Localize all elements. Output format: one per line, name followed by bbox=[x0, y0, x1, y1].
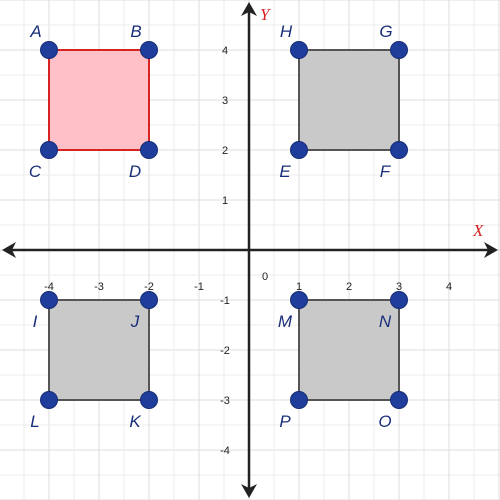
point-label-o: O bbox=[378, 412, 391, 431]
point-label-j: J bbox=[130, 312, 140, 331]
y-axis-title: Y bbox=[260, 5, 271, 24]
point-m bbox=[290, 291, 308, 309]
point-label-i: I bbox=[33, 312, 38, 331]
point-a bbox=[40, 41, 58, 59]
y-tick-label: -3 bbox=[220, 395, 230, 407]
y-tick-label: 1 bbox=[222, 195, 228, 207]
point-h bbox=[290, 41, 308, 59]
origin-label: 0 bbox=[262, 271, 268, 283]
x-tick-label: 2 bbox=[346, 281, 352, 293]
x-axis-left-arrow bbox=[2, 242, 16, 258]
point-label-c: C bbox=[29, 162, 42, 181]
point-n bbox=[390, 291, 408, 309]
point-i bbox=[40, 291, 58, 309]
point-label-k: K bbox=[129, 412, 141, 431]
point-label-l: L bbox=[30, 412, 39, 431]
point-f bbox=[390, 141, 408, 159]
tick-labels: -4 -3 -2 -1 1 2 3 4 4 3 2 1 -1 -2 -3 -4 bbox=[44, 45, 452, 457]
x-tick-label: -3 bbox=[94, 281, 104, 293]
point-b bbox=[140, 41, 158, 59]
point-label-f: F bbox=[380, 162, 392, 181]
x-tick-label: -4 bbox=[44, 281, 54, 293]
point-e bbox=[290, 141, 308, 159]
point-o bbox=[390, 391, 408, 409]
x-axis-right-arrow bbox=[484, 242, 498, 258]
squares bbox=[48, 49, 400, 401]
point-label-b: B bbox=[130, 22, 141, 41]
point-g bbox=[390, 41, 408, 59]
x-tick-label: -1 bbox=[194, 281, 204, 293]
y-tick-label: 4 bbox=[222, 45, 228, 57]
point-j bbox=[140, 291, 158, 309]
x-axis-title: X bbox=[472, 221, 484, 240]
y-tick-label: -4 bbox=[220, 445, 230, 457]
point-label-m: M bbox=[278, 312, 293, 331]
y-tick-label: 2 bbox=[222, 145, 228, 157]
point-p bbox=[290, 391, 308, 409]
x-tick-label: 4 bbox=[446, 281, 452, 293]
x-tick-label: -2 bbox=[144, 281, 154, 293]
point-label-h: H bbox=[280, 22, 293, 41]
point-label-n: N bbox=[379, 312, 392, 331]
y-tick-label: -1 bbox=[220, 295, 230, 307]
point-k bbox=[140, 391, 158, 409]
y-tick-label: 3 bbox=[222, 95, 228, 107]
point-label-a: A bbox=[29, 22, 41, 41]
square-abdc bbox=[48, 49, 150, 151]
point-label-g: G bbox=[379, 22, 392, 41]
point-d bbox=[140, 141, 158, 159]
square-hgfe bbox=[298, 49, 400, 151]
point-label-e: E bbox=[279, 162, 291, 181]
point-label-p: P bbox=[279, 412, 291, 431]
x-tick-label: 1 bbox=[296, 281, 302, 293]
point-label-d: D bbox=[129, 162, 141, 181]
points: A B C D H G E F I J L K M N P O bbox=[29, 22, 408, 431]
y-axis-down-arrow bbox=[241, 484, 257, 498]
point-c bbox=[40, 141, 58, 159]
y-tick-label: -2 bbox=[220, 345, 230, 357]
x-tick-label: 3 bbox=[396, 281, 402, 293]
point-l bbox=[40, 391, 58, 409]
y-axis-up-arrow bbox=[241, 2, 257, 16]
